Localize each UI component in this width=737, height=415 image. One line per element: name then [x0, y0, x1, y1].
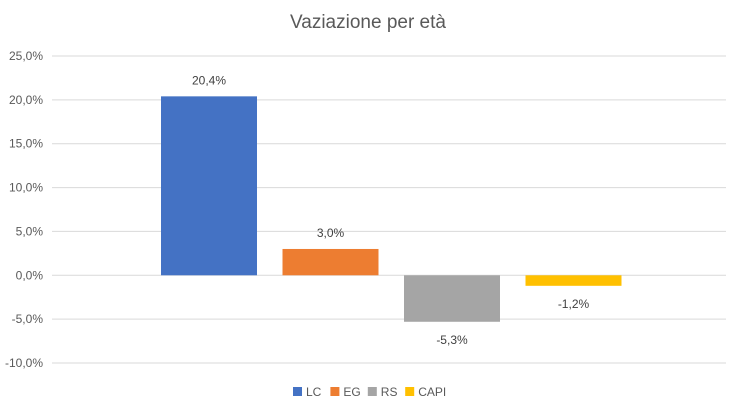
y-axis-tick-labels: 25,0% 20,0% 15,0% 10,0% 5,0% 0,0% -5,0% -10,0%: [5, 49, 43, 370]
chart-title: Vaziazione per età: [290, 12, 446, 33]
bar-rs: [404, 275, 500, 322]
legend-label-lc: LC: [306, 385, 322, 399]
legend-label-rs: RS: [381, 385, 398, 399]
legend: LC EG RS CAPI: [293, 385, 446, 399]
y-tick-label: 0,0%: [16, 268, 44, 282]
data-label-capi: -1,2%: [558, 297, 590, 311]
bar-capi: [525, 275, 622, 286]
legend-swatch-eg: [330, 387, 340, 396]
y-tick-label: 5,0%: [16, 224, 44, 238]
legend-label-capi: CAPI: [418, 385, 446, 399]
y-tick-label: 10,0%: [9, 181, 43, 195]
bar-eg: [282, 248, 379, 276]
y-tick-label: 15,0%: [9, 137, 43, 151]
y-tick-label: 20,0%: [9, 93, 43, 107]
gridlines: [52, 55, 726, 364]
y-tick-label: -10,0%: [5, 356, 43, 370]
y-tick-label: 25,0%: [9, 49, 43, 63]
data-label-lc: 20,4%: [192, 73, 226, 87]
data-label-eg: 3,0%: [317, 226, 345, 240]
y-tick-label: -5,0%: [12, 312, 44, 326]
legend-swatch-capi: [405, 387, 415, 396]
bar-lc: [161, 96, 257, 276]
legend-label-eg: EG: [343, 385, 360, 399]
legend-swatch-lc: [293, 387, 302, 396]
legend-swatch-rs: [367, 387, 377, 396]
data-labels: 20,4% 3,0% -5,3% -1,2%: [192, 73, 590, 346]
data-label-rs: -5,3%: [436, 333, 468, 347]
bars: [161, 96, 622, 322]
